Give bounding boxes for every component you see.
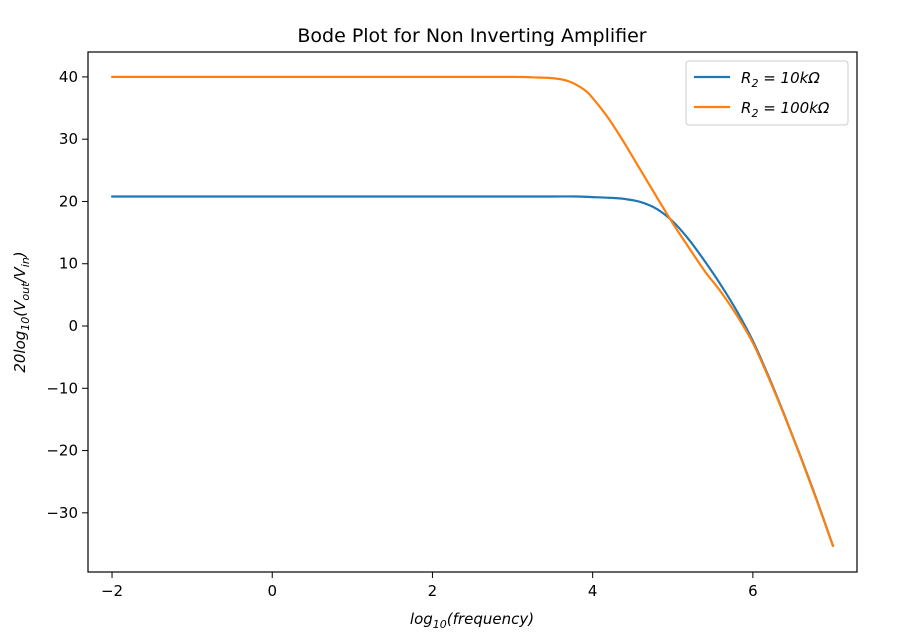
legend-label-r2-10k: R2 = 10kΩ: [741, 69, 820, 90]
y-tick-label: 0: [68, 317, 78, 335]
y-tick-label: 10: [59, 255, 78, 273]
y-axis-label: 20log10(Vout/Vin): [11, 251, 32, 372]
plot-area-frame: [87, 51, 858, 573]
y-tick-label: 30: [59, 130, 78, 148]
x-axis-ticks: −2 0 2 4 6: [101, 572, 758, 600]
chart-title: Bode Plot for Non Inverting Amplifier: [297, 25, 646, 47]
y-tick-label: 20: [59, 192, 78, 210]
y-tick-label: 40: [59, 68, 78, 86]
y-tick-label: −30: [46, 504, 78, 522]
x-tick-label: 6: [748, 582, 758, 600]
series-line-r2-100k: [110, 75, 835, 547]
y-tick-label: −20: [46, 442, 78, 460]
series-layer: [110, 75, 835, 547]
y-axis-ticks: −30 −20 −10 0 10 20 30 40: [46, 68, 88, 522]
x-tick-label: 4: [588, 582, 598, 600]
x-axis-label: log10(frequency): [410, 610, 534, 631]
y-tick-label: −10: [46, 379, 78, 397]
x-tick-label: 0: [267, 582, 277, 600]
x-tick-label: −2: [101, 582, 123, 600]
legend: R2 = 10kΩ R2 = 100kΩ: [685, 60, 849, 126]
series-line-r2-10k: [110, 195, 835, 547]
x-tick-label: 2: [428, 582, 438, 600]
legend-label-r2-100k: R2 = 100kΩ: [741, 99, 830, 120]
